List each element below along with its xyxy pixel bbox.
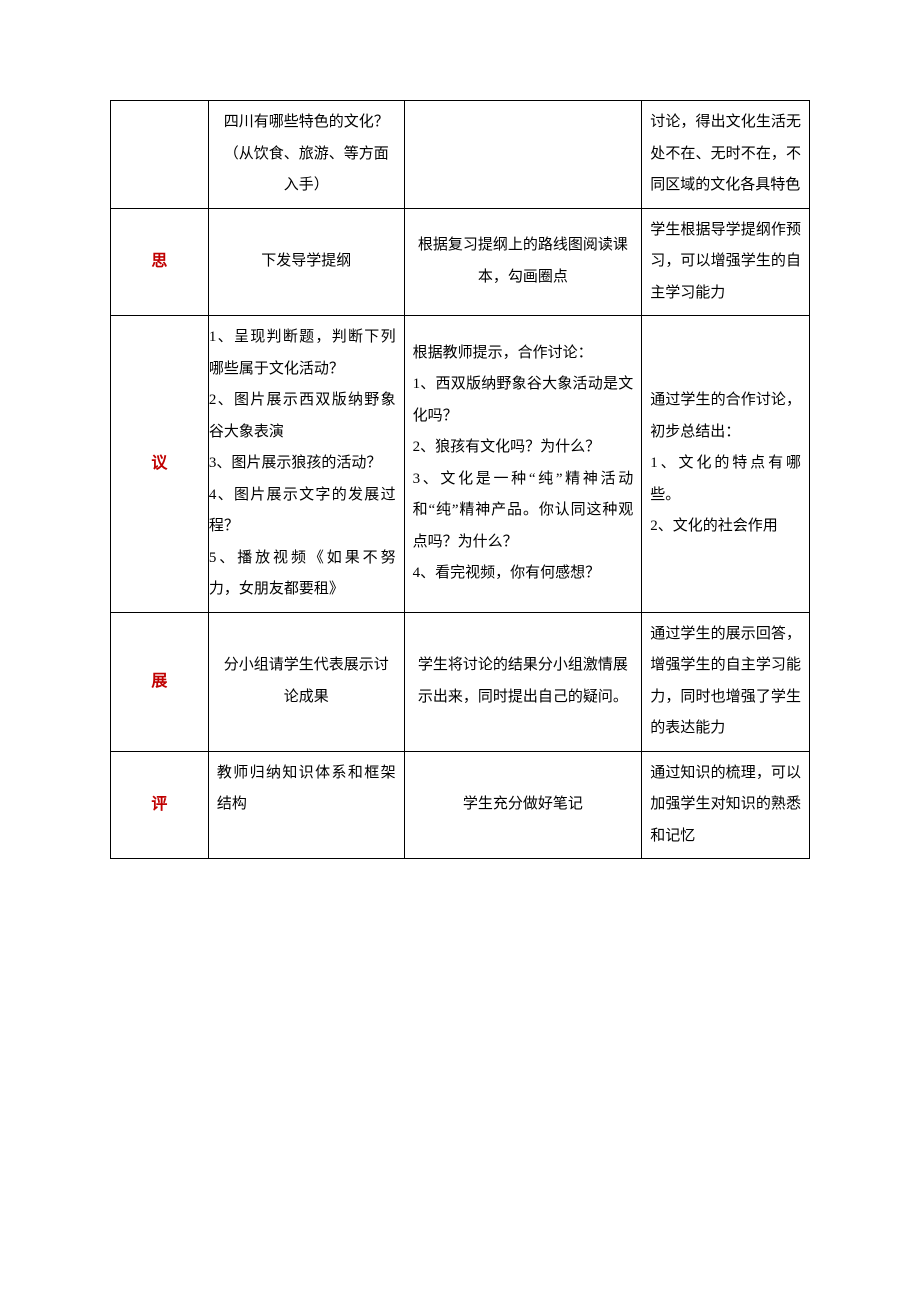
intent-cell: 学生根据导学提纲作预习，可以增强学生的自主学习能力 — [642, 208, 810, 316]
table-row: 四川有哪些特色的文化？（从饮食、旅游、等方面入手） 讨论，得出文化生活无处不在、… — [111, 101, 810, 209]
teacher-cell: 教师归纳知识体系和框架结构 — [208, 751, 404, 859]
student-text: 学生将讨论的结果分小组激情展示出来，同时提出自己的疑问。 — [418, 657, 628, 705]
intent-text: 通过学生的展示回答，增强学生的自主学习能力，同时也增强了学生的表达能力 — [650, 626, 801, 737]
stage-cell: 思 — [111, 208, 209, 316]
intent-cell: 讨论，得出文化生活无处不在、无时不在，不同区域的文化各具特色 — [642, 101, 810, 209]
student-text: 根据复习提纲上的路线图阅读课本，勾画圈点 — [418, 237, 628, 285]
student-cell: 根据复习提纲上的路线图阅读课本，勾画圈点 — [404, 208, 642, 316]
student-cell: 根据教师提示，合作讨论：1、西双版纳野象谷大象活动是文化吗？2、狼孩有文化吗？为… — [404, 316, 642, 613]
stage-cell: 评 — [111, 751, 209, 859]
teacher-cell: 四川有哪些特色的文化？（从饮食、旅游、等方面入手） — [208, 101, 404, 209]
stage-label: 评 — [151, 796, 167, 813]
intent-cell: 通过学生的合作讨论，初步总结出：1、文化的特点有哪些。2、文化的社会作用 — [642, 316, 810, 613]
student-text: 学生充分做好笔记 — [463, 796, 583, 812]
table-row: 思 下发导学提纲 根据复习提纲上的路线图阅读课本，勾画圈点 学生根据导学提纲作预… — [111, 208, 810, 316]
teacher-cell: 1、呈现判断题，判断下列哪些属于文化活动？2、图片展示西双版纳野象谷大象表演3、… — [208, 316, 404, 613]
teacher-text: 四川有哪些特色的文化？（从饮食、旅游、等方面入手） — [224, 114, 389, 193]
intent-text: 通过知识的梳理，可以加强学生对知识的熟悉和记忆 — [650, 765, 801, 844]
teacher-cell: 分小组请学生代表展示讨论成果 — [208, 612, 404, 751]
intent-cell: 通过学生的展示回答，增强学生的自主学习能力，同时也增强了学生的表达能力 — [642, 612, 810, 751]
teacher-text: 分小组请学生代表展示讨论成果 — [224, 657, 389, 705]
table-row: 展 分小组请学生代表展示讨论成果 学生将讨论的结果分小组激情展示出来，同时提出自… — [111, 612, 810, 751]
student-text: 根据教师提示，合作讨论：1、西双版纳野象谷大象活动是文化吗？2、狼孩有文化吗？为… — [413, 345, 634, 582]
intent-text: 讨论，得出文化生活无处不在、无时不在，不同区域的文化各具特色 — [650, 114, 801, 193]
table-row: 议 1、呈现判断题，判断下列哪些属于文化活动？2、图片展示西双版纳野象谷大象表演… — [111, 316, 810, 613]
student-cell — [404, 101, 642, 209]
intent-text: 学生根据导学提纲作预习，可以增强学生的自主学习能力 — [650, 222, 801, 301]
document-page: 四川有哪些特色的文化？（从饮食、旅游、等方面入手） 讨论，得出文化生活无处不在、… — [0, 0, 920, 919]
teacher-text: 下发导学提纲 — [261, 253, 351, 269]
lesson-plan-table: 四川有哪些特色的文化？（从饮食、旅游、等方面入手） 讨论，得出文化生活无处不在、… — [110, 100, 810, 859]
stage-cell: 议 — [111, 316, 209, 613]
student-cell: 学生将讨论的结果分小组激情展示出来，同时提出自己的疑问。 — [404, 612, 642, 751]
intent-text: 通过学生的合作讨论，初步总结出：1、文化的特点有哪些。2、文化的社会作用 — [650, 392, 801, 534]
stage-label: 展 — [151, 673, 167, 690]
table-row: 评 教师归纳知识体系和框架结构 学生充分做好笔记 通过知识的梳理，可以加强学生对… — [111, 751, 810, 859]
stage-cell — [111, 101, 209, 209]
teacher-cell: 下发导学提纲 — [208, 208, 404, 316]
teacher-text: 教师归纳知识体系和框架结构 — [217, 765, 396, 813]
student-cell: 学生充分做好笔记 — [404, 751, 642, 859]
teacher-text: 1、呈现判断题，判断下列哪些属于文化活动？2、图片展示西双版纳野象谷大象表演3、… — [209, 329, 396, 597]
stage-label: 思 — [151, 253, 167, 270]
stage-label: 议 — [151, 455, 167, 472]
intent-cell: 通过知识的梳理，可以加强学生对知识的熟悉和记忆 — [642, 751, 810, 859]
stage-cell: 展 — [111, 612, 209, 751]
